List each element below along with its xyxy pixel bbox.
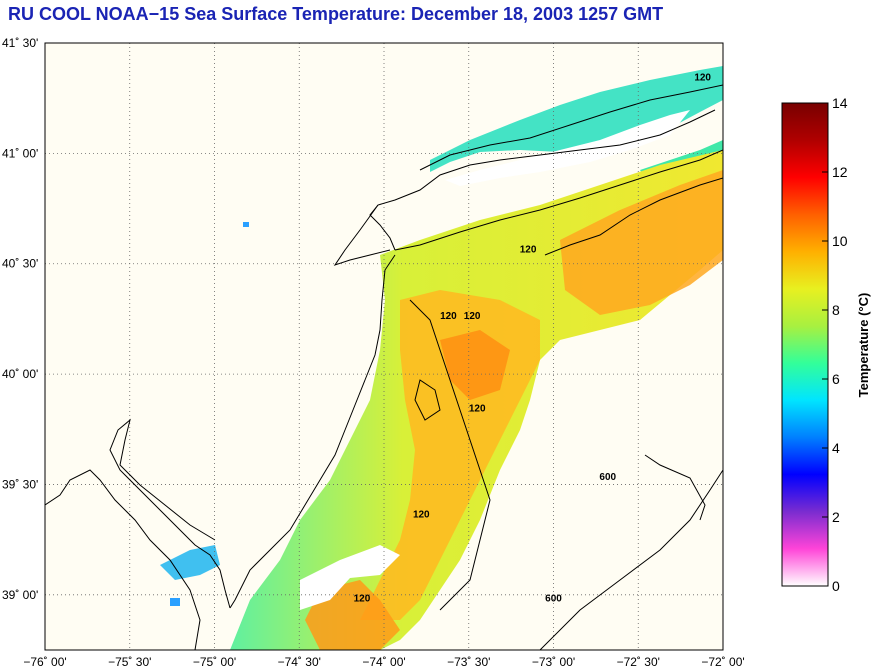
contour-label: 120 xyxy=(354,593,371,604)
latitude-label: 41˚ 30' xyxy=(2,36,38,50)
contour-label: 120 xyxy=(694,73,711,84)
sst-warm-offshore xyxy=(560,170,723,315)
colorbar-tick-label: 0 xyxy=(832,578,840,594)
colorbar xyxy=(781,102,829,587)
cloud-gap-north xyxy=(445,110,690,186)
contour-600-hook xyxy=(644,454,706,521)
colorbar-tick-label: 12 xyxy=(832,164,848,180)
contour-labels: 120 120 120 120 120 120 600 600 120 xyxy=(354,73,712,605)
longitude-label: −73˚ 00' xyxy=(532,655,575,669)
colorbar-tick-label: 2 xyxy=(832,509,840,525)
latitude-labels: 41˚ 30' 41˚ 00' 40˚ 30' 40˚ 00' 39˚ 30' 39˚ 0… xyxy=(2,36,38,602)
sst-speck-west xyxy=(243,222,249,227)
coastline-connecticut xyxy=(419,84,723,171)
colorbar-title: Temperature (°C) xyxy=(856,293,871,398)
contour-120-central xyxy=(409,299,491,611)
longitude-label: −72˚ 30' xyxy=(617,655,660,669)
sst-speck-south xyxy=(170,598,180,606)
sst-data-layer xyxy=(160,66,723,650)
latitude-label: 39˚ 00' xyxy=(2,588,38,602)
map-frame xyxy=(44,42,724,651)
longitude-label: −72˚ 00' xyxy=(701,655,744,669)
sst-warm-patch-center xyxy=(440,330,510,400)
coastline-delmarva xyxy=(45,469,201,650)
sst-long-island-sound xyxy=(430,66,723,172)
longitude-label: −74˚ 30' xyxy=(278,655,321,669)
colorbar-tick-label: 10 xyxy=(832,233,848,249)
colorbar-tick-label: 4 xyxy=(832,440,840,456)
colorbar-tick-label: 14 xyxy=(832,95,848,111)
coastlines xyxy=(45,84,723,650)
contour-label: 120 xyxy=(440,311,457,322)
contour-120-north xyxy=(544,177,723,256)
coastline-ny-harbor xyxy=(333,204,391,266)
cloud-gap-south xyxy=(300,545,400,610)
latitude-label: 41˚ 00' xyxy=(2,146,38,160)
longitude-label: −75˚ 00' xyxy=(193,655,236,669)
contour-120-loop xyxy=(414,379,441,421)
colorbar-ticks: 0 2 4 6 8 10 12 14 xyxy=(822,95,848,594)
latitude-label: 40˚ 00' xyxy=(2,367,38,381)
coastline-long-island xyxy=(369,109,723,251)
longitude-label: −75˚ 30' xyxy=(108,655,151,669)
contour-label: 120 xyxy=(469,404,486,415)
longitude-label: −74˚ 00' xyxy=(362,655,405,669)
contour-label: 600 xyxy=(599,472,616,483)
colorbar-tick-label: 8 xyxy=(832,302,840,318)
sst-delaware-bay xyxy=(160,545,220,580)
map-title: RU COOL NOAA−15 Sea Surface Temperature:… xyxy=(8,4,664,24)
longitude-label: −76˚ 00' xyxy=(23,655,66,669)
coastline-delaware xyxy=(109,418,231,609)
latitude-label: 39˚ 30' xyxy=(2,477,38,491)
coastline-nj xyxy=(229,254,396,609)
contour-600-east xyxy=(539,469,723,650)
colorbar-tick-label: 6 xyxy=(832,371,840,387)
longitude-label: −73˚ 30' xyxy=(447,655,490,669)
contour-label: 600 xyxy=(545,593,562,604)
contour-label: 120 xyxy=(464,311,481,322)
longitude-labels: −76˚ 00' −75˚ 30' −75˚ 00' −74˚ 30' −74˚ 00'… xyxy=(23,655,744,669)
contour-label: 120 xyxy=(520,245,537,256)
contour-label: 120 xyxy=(413,510,430,521)
latitude-label: 40˚ 30' xyxy=(2,257,38,271)
